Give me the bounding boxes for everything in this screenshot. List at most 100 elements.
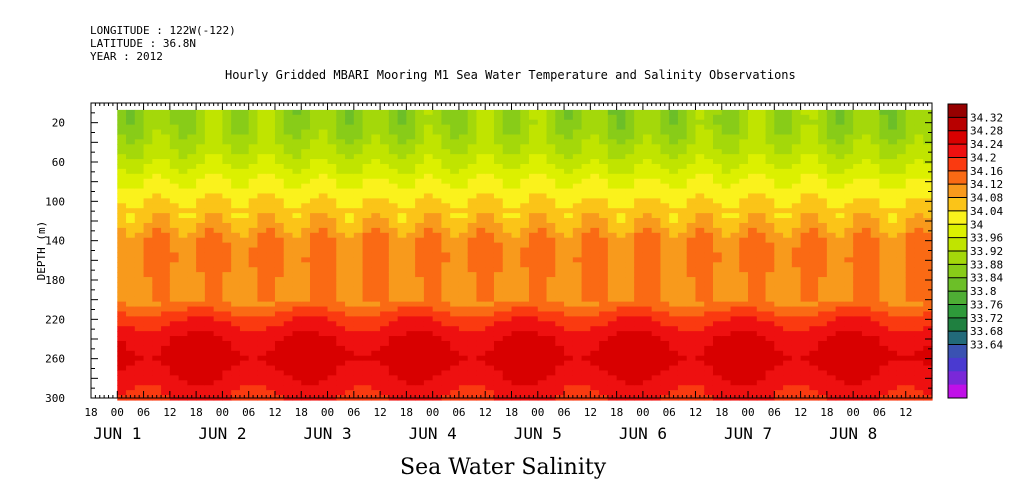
heatmap-cell <box>818 286 828 293</box>
heatmap-cell <box>590 281 600 288</box>
heatmap-cell <box>213 208 224 214</box>
heatmap-cell <box>730 198 740 204</box>
heatmap-cell <box>642 247 653 254</box>
heatmap-cell <box>712 385 723 391</box>
heatmap-cell <box>257 326 267 332</box>
heatmap-cell <box>651 277 662 283</box>
heatmap-cell <box>380 340 390 347</box>
heatmap-cell <box>616 119 626 126</box>
heatmap-cell <box>809 326 819 332</box>
heatmap-cell <box>327 311 337 317</box>
heatmap-cell <box>161 154 171 160</box>
heatmap-cell <box>686 336 697 342</box>
heatmap-cell <box>345 183 355 190</box>
heatmap-cell <box>353 198 364 204</box>
heatmap-cell <box>161 355 171 362</box>
heatmap-cell <box>301 262 311 268</box>
heatmap-cell <box>818 183 828 190</box>
heatmap-cell <box>555 178 565 185</box>
heatmap-cell <box>143 350 153 357</box>
heatmap-cell <box>169 252 180 258</box>
heatmap-cell <box>266 178 276 185</box>
heatmap-cell <box>397 277 407 283</box>
heatmap-cell <box>669 345 679 352</box>
heatmap-cell <box>467 281 478 288</box>
heatmap-cell <box>380 154 390 160</box>
heatmap-cell <box>625 203 635 209</box>
heatmap-cell <box>318 262 329 268</box>
heatmap-cell <box>353 360 364 367</box>
heatmap-cell <box>537 144 548 150</box>
heatmap-cell <box>572 247 583 254</box>
heatmap-cell <box>318 390 329 396</box>
heatmap-cell <box>607 350 618 357</box>
heatmap-cell <box>117 193 127 199</box>
heatmap-cell <box>599 331 609 337</box>
heatmap-cell <box>117 222 127 229</box>
heatmap-cell <box>616 163 626 170</box>
heatmap-cell <box>485 198 495 204</box>
heatmap-cell <box>450 385 460 391</box>
heatmap-cell <box>257 336 267 342</box>
heatmap-cell <box>415 173 425 180</box>
heatmap-cell <box>327 114 337 121</box>
heatmap-cell <box>826 301 837 308</box>
heatmap-cell <box>301 159 311 165</box>
heatmap-cell <box>362 355 372 362</box>
heatmap-cell <box>196 213 206 219</box>
heatmap-cell <box>274 306 285 313</box>
heatmap-cell <box>590 380 600 386</box>
heatmap-cell <box>607 154 618 160</box>
heatmap-cell <box>336 296 346 303</box>
heatmap-cell <box>266 193 276 199</box>
heatmap-cell <box>590 355 600 362</box>
heatmap-cell <box>415 350 425 357</box>
heatmap-cell <box>599 281 609 288</box>
heatmap-cell <box>432 124 443 131</box>
heatmap-cell <box>415 227 425 234</box>
heatmap-cell <box>677 124 688 131</box>
heatmap-cell <box>555 139 565 145</box>
heatmap-cell <box>826 340 837 347</box>
heatmap-cell <box>458 124 469 131</box>
heatmap-cell <box>257 109 267 116</box>
heatmap-cell <box>292 183 302 190</box>
heatmap-cell <box>143 139 153 145</box>
heatmap-cell <box>310 227 320 234</box>
heatmap-cell <box>616 390 626 396</box>
heatmap-cell <box>712 252 723 258</box>
heatmap-cell <box>712 178 723 185</box>
heatmap-cell <box>231 262 241 268</box>
heatmap-cell <box>660 281 670 288</box>
heatmap-cell <box>327 188 337 195</box>
heatmap-cell <box>187 144 197 150</box>
heatmap-cell <box>493 129 504 136</box>
heatmap-cell <box>432 227 443 234</box>
heatmap-cell <box>213 218 224 224</box>
heatmap-cell <box>257 390 267 396</box>
heatmap-cell <box>581 345 591 352</box>
heatmap-cell <box>283 286 294 293</box>
heatmap-cell <box>371 281 381 288</box>
heatmap-cell <box>397 350 407 357</box>
heatmap-cell <box>152 380 162 386</box>
heatmap-cell <box>669 218 679 224</box>
heatmap-cell <box>616 370 626 376</box>
heatmap-cell <box>371 331 381 337</box>
heatmap-cell <box>388 178 399 185</box>
heatmap-cell <box>196 321 206 327</box>
heatmap-cell <box>266 173 276 180</box>
heatmap-cell <box>415 159 425 165</box>
heatmap-cell <box>327 355 337 362</box>
heatmap-cell <box>152 281 162 288</box>
heatmap-cell <box>704 232 714 239</box>
heatmap-cell <box>310 365 320 372</box>
heatmap-cell <box>800 340 810 347</box>
heatmap-cell <box>336 262 346 268</box>
heatmap-cell <box>677 203 688 209</box>
heatmap-cell <box>625 247 635 254</box>
heatmap-cell <box>345 316 355 322</box>
heatmap-cell <box>380 272 390 278</box>
heatmap-cell <box>196 311 206 317</box>
heatmap-cell <box>266 262 276 268</box>
